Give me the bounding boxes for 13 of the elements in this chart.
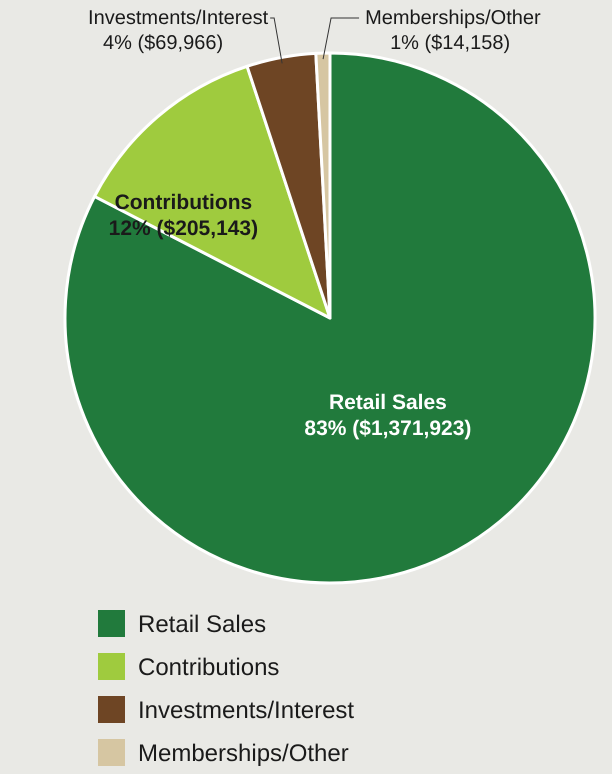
data-label: 12% ($205,143) (108, 216, 258, 240)
slice-label: Retail Sales (328, 391, 447, 414)
data-label: 4% ($69,966) (103, 32, 224, 54)
legend-label: Memberships/Other (138, 740, 349, 767)
legend-label: Investments/Interest (138, 697, 354, 724)
pie-slice (64, 52, 596, 584)
data-label: 1% ($14,158) (390, 32, 510, 54)
data-label: 83% ($1,371,923) (304, 417, 472, 440)
legend-label: Contributions (138, 654, 280, 681)
slice-label: Investments/Interest (88, 7, 269, 29)
slice-label: Contributions (114, 190, 252, 214)
slice-label: Memberships/Other (365, 7, 542, 29)
legend-label: Retail Sales (138, 611, 266, 638)
